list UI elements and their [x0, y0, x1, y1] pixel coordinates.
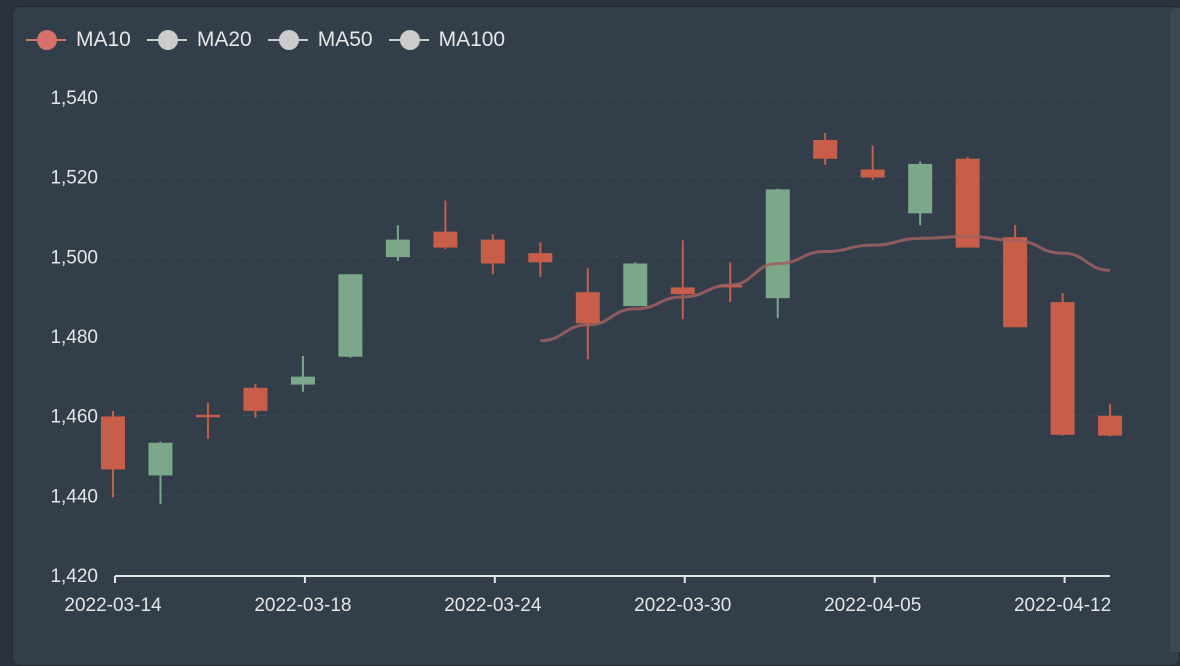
candle-series [101, 132, 1123, 505]
candle [860, 145, 885, 180]
candle [101, 410, 125, 498]
x-tick-label: 2022-04-12 [1014, 595, 1111, 616]
candle [575, 268, 600, 360]
x-tick-label: 2022-04-05 [824, 595, 921, 616]
candle [1003, 225, 1028, 328]
chart-legend: MA10 MA20 MA50 MA100 [24, 26, 505, 54]
candle [908, 161, 933, 226]
y-tick-label: 1,440 [50, 486, 98, 507]
side-panel-edge [1170, 8, 1180, 652]
candle [765, 188, 790, 319]
y-tick-label: 1,540 [50, 88, 98, 109]
candlestick-chart: 1,420 1,440 1,460 1,480 1,500 1,520 1,540 2022… [50, 88, 1123, 616]
legend-line-dot-icon [145, 30, 189, 50]
candle [195, 402, 220, 439]
y-tick-label: 1,480 [50, 327, 98, 348]
y-tick-label: 1,520 [50, 168, 98, 189]
candle [1050, 292, 1075, 436]
x-tick-label: 2022-03-14 [64, 595, 162, 616]
candle [480, 234, 505, 275]
legend-item-ma100[interactable]: MA100 [387, 28, 506, 52]
candle [528, 242, 553, 278]
x-tick-label: 2022-03-30 [634, 595, 731, 616]
x-tick-label: 2022-03-18 [254, 595, 351, 616]
ma10-line [540, 234, 1111, 343]
candle [955, 156, 980, 248]
legend-item-ma50[interactable]: MA50 [266, 28, 373, 52]
candle [243, 383, 268, 418]
legend-item-ma20[interactable]: MA20 [145, 28, 252, 52]
candle [338, 274, 363, 358]
candle [148, 441, 173, 505]
legend-label: MA100 [438, 28, 506, 51]
candle [623, 262, 648, 307]
y-tick-label: 1,500 [50, 247, 98, 268]
candle [433, 200, 458, 250]
grid-lines [115, 96, 1110, 496]
y-tick-label: 1,420 [50, 566, 98, 587]
legend-item-ma10[interactable]: MA10 [24, 28, 131, 52]
legend-line-dot-icon [24, 30, 68, 50]
candle [385, 225, 410, 262]
candle [290, 355, 315, 392]
legend-line-dot-icon [387, 30, 431, 50]
candle [813, 132, 838, 165]
candle [1098, 403, 1123, 437]
legend-line-dot-icon [266, 30, 310, 50]
y-tick-label: 1,460 [50, 407, 98, 428]
legend-label: MA50 [317, 28, 373, 51]
y-axis: 1,420 1,440 1,460 1,480 1,500 1,520 1,540 [50, 88, 98, 587]
candle [718, 262, 743, 303]
x-axis: 2022-03-14 2022-03-18 2022-03-24 2022-03-30… [64, 575, 1111, 616]
legend-label: MA10 [76, 28, 131, 51]
candle [670, 240, 695, 320]
ma10-path [540, 234, 1111, 343]
legend-label: MA20 [196, 28, 252, 51]
x-tick-label: 2022-03-24 [444, 595, 542, 616]
